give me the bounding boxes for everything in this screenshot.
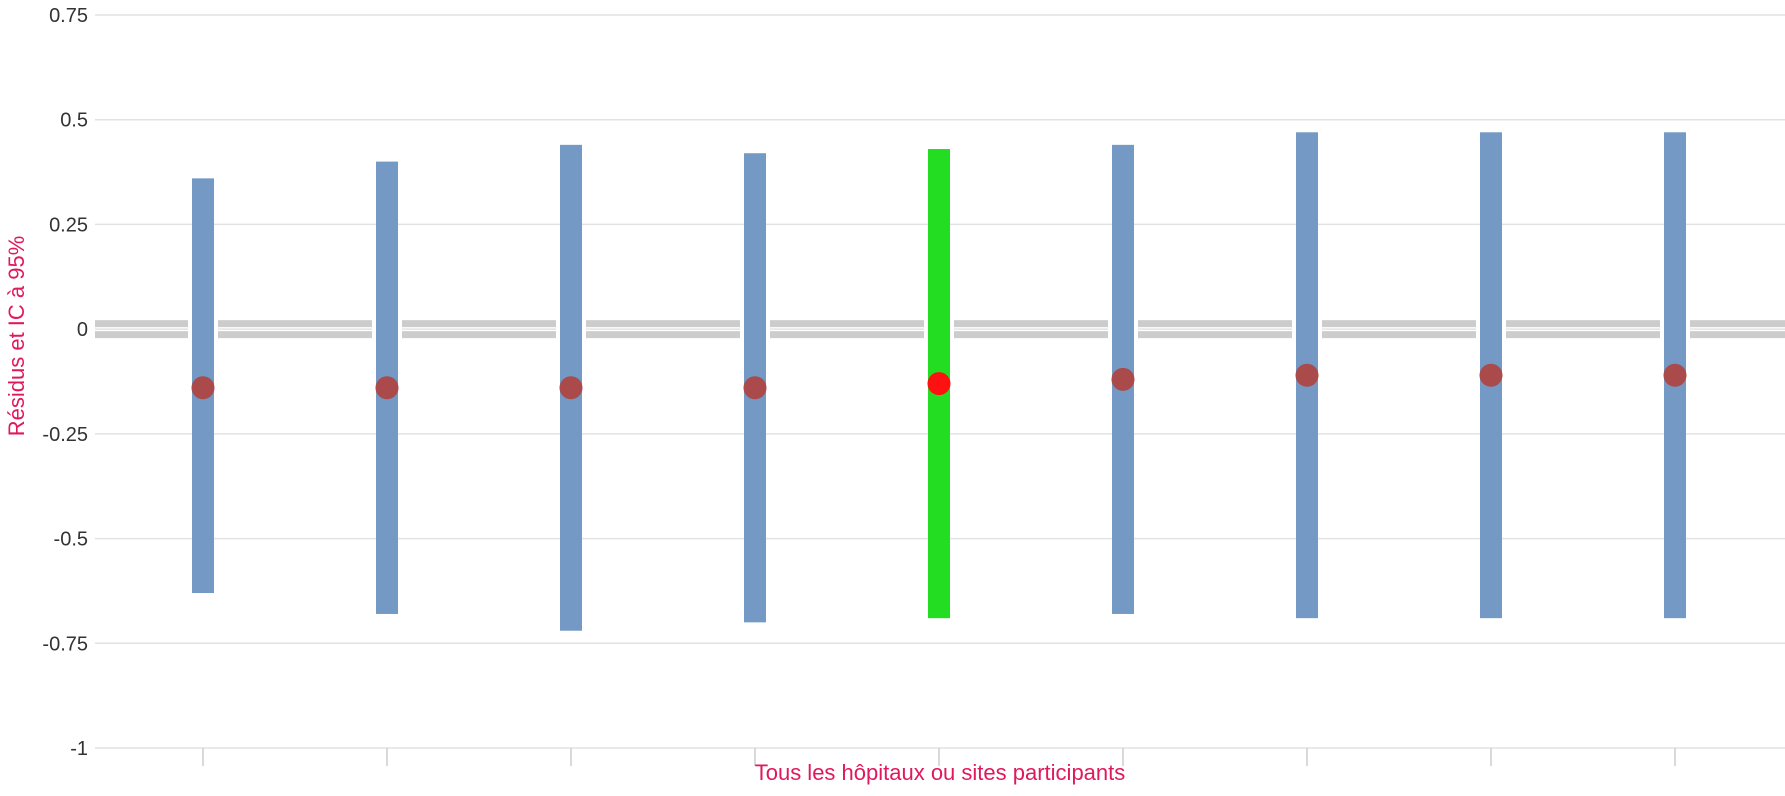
y-tick-label: -1 (70, 738, 88, 760)
x-axis-title: Tous les hôpitaux ou sites participants (755, 760, 1126, 785)
x-axis-tick-marks (202, 748, 1676, 766)
y-axis-title: Résidus et IC à 95% (4, 236, 29, 437)
residual-point (559, 376, 583, 400)
residual-point (1295, 363, 1319, 387)
y-tick-label: 0.5 (60, 110, 88, 132)
residual-point (191, 376, 215, 400)
residual-point (1111, 367, 1135, 391)
residual-point (743, 376, 767, 400)
residual-point (1479, 363, 1503, 387)
y-tick-label: -0.25 (42, 424, 88, 446)
y-tick-label: 0 (77, 319, 88, 341)
residual-point (375, 376, 399, 400)
y-tick-label: -0.5 (54, 529, 88, 551)
residual-point-highlighted (927, 372, 951, 396)
residual-point (1663, 363, 1687, 387)
y-axis-tick-labels: 0.75 0.5 0.25 0 -0.25 -0.5 -0.75 -1 (42, 5, 88, 760)
y-tick-label: 0.75 (49, 5, 88, 27)
y-tick-label: 0.25 (49, 214, 88, 236)
residual-points (191, 363, 1687, 400)
y-tick-label: -0.75 (42, 633, 88, 655)
